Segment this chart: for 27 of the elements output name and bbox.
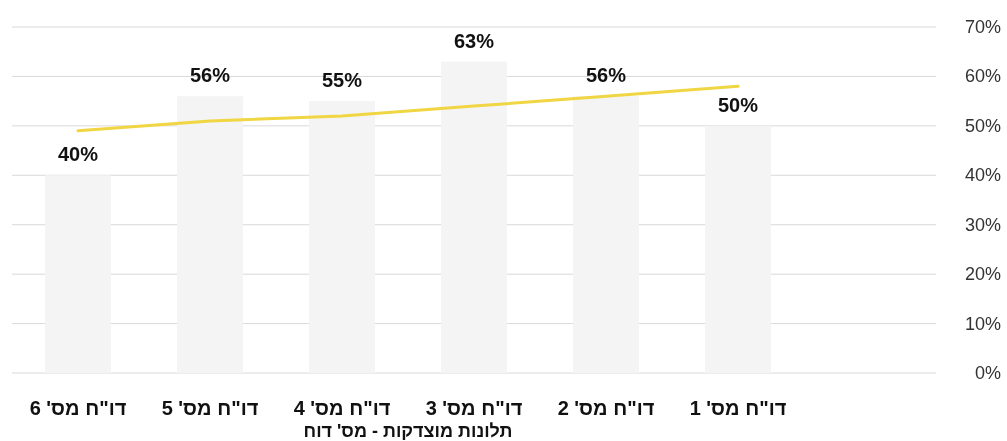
x-tick-label: דו"ח מס' 4 <box>293 397 391 419</box>
data-label: 50% <box>717 93 759 116</box>
x-tick-label: דו"ח מס' 6 <box>29 397 127 419</box>
bar <box>573 96 639 373</box>
bar <box>441 61 507 373</box>
x-tick-label: דו"ח מס' 2 <box>557 397 655 419</box>
y-tick-label: 0% <box>974 363 1001 383</box>
data-label: 56% <box>585 64 627 87</box>
data-label: 63% <box>453 29 495 52</box>
y-tick-label: 40% <box>964 165 1001 186</box>
x-tick-label: דו"ח מס' 3 <box>425 397 523 419</box>
bar <box>45 175 111 373</box>
data-label: 55% <box>321 69 363 92</box>
y-tick-label: 50% <box>964 115 1001 136</box>
bar <box>177 96 243 373</box>
data-label: 40% <box>57 143 99 166</box>
y-tick-label: 70% <box>964 17 1001 37</box>
y-tick-label: 20% <box>964 264 1001 285</box>
x-tick-label: דו"ח מס' 1 <box>689 397 787 419</box>
bar <box>705 125 771 373</box>
x-tick-label: דו"ח מס' 5 <box>161 397 259 419</box>
x-axis-title: תלונות מוצדקות - מס' דוח <box>303 421 513 441</box>
bar <box>309 101 375 373</box>
y-tick-label: 30% <box>964 214 1001 235</box>
y-tick-label: 10% <box>964 313 1001 334</box>
data-label: 56% <box>189 64 231 87</box>
y-tick-label: 60% <box>964 66 1001 87</box>
